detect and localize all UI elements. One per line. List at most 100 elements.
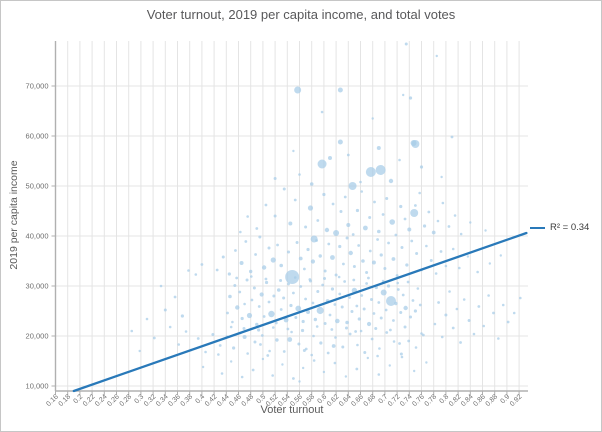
scatter-point bbox=[451, 326, 455, 330]
scatter-point bbox=[338, 292, 342, 296]
scatter-point bbox=[262, 315, 266, 318]
scatter-point bbox=[235, 276, 239, 280]
scatter-point bbox=[330, 287, 335, 291]
scatter-point bbox=[404, 42, 408, 46]
scatter-point bbox=[246, 215, 249, 218]
scatter-point bbox=[482, 324, 486, 328]
scatter-point bbox=[352, 265, 356, 268]
scatter-point bbox=[320, 110, 324, 114]
scatter-point bbox=[316, 219, 320, 222]
scatter-point bbox=[348, 332, 352, 336]
scatter-point bbox=[233, 284, 237, 287]
scatter-point bbox=[327, 242, 331, 246]
scatter-point bbox=[388, 178, 394, 184]
scatter-point bbox=[310, 353, 314, 357]
scatter-point bbox=[377, 229, 381, 234]
scatter-point bbox=[453, 214, 457, 217]
scatter-point bbox=[359, 180, 362, 184]
scatter-point bbox=[227, 272, 231, 276]
scatter-point bbox=[279, 263, 284, 268]
scatter-point bbox=[268, 349, 271, 353]
scatter-point bbox=[246, 312, 253, 319]
scatter-point bbox=[412, 369, 416, 373]
scatter-point bbox=[409, 315, 413, 319]
scatter-point bbox=[375, 165, 386, 175]
scatter-point bbox=[346, 153, 350, 157]
scatter-point bbox=[444, 313, 448, 317]
axes bbox=[54, 41, 528, 392]
x-tick-label: 0.4 bbox=[194, 393, 206, 405]
scatter-point bbox=[343, 195, 347, 199]
scatter-point bbox=[298, 256, 303, 261]
scatter-point bbox=[254, 253, 257, 256]
scatter-point bbox=[394, 233, 398, 237]
scatter-point bbox=[288, 221, 293, 226]
scatter-point bbox=[414, 346, 418, 349]
scatter-point bbox=[317, 159, 327, 169]
scatter-point bbox=[355, 208, 360, 213]
scatter-point bbox=[287, 282, 290, 286]
scatter-point bbox=[340, 305, 344, 309]
scatter-point bbox=[355, 367, 359, 371]
scatter-point bbox=[194, 273, 198, 276]
scatter-point bbox=[300, 328, 305, 333]
scatter-point bbox=[441, 201, 445, 205]
scatter-point bbox=[239, 230, 242, 234]
scatter-point bbox=[458, 266, 461, 270]
scatter-point bbox=[168, 325, 172, 329]
x-tick-label: 0.2 bbox=[72, 393, 84, 405]
scatter-point bbox=[403, 325, 407, 329]
y-tick-label: 40,000 bbox=[26, 232, 49, 241]
scatter-point bbox=[221, 255, 225, 259]
scatter-point bbox=[476, 270, 479, 274]
scatter-point bbox=[341, 345, 345, 349]
scatter-point bbox=[245, 278, 249, 282]
scatter-point bbox=[362, 307, 366, 311]
scatter-point bbox=[217, 353, 220, 356]
scatter-point bbox=[360, 294, 364, 297]
scatter-point bbox=[377, 301, 381, 304]
scatter-point bbox=[293, 198, 297, 202]
scatter-point bbox=[211, 333, 215, 336]
scatter-point bbox=[416, 287, 420, 290]
scatter-point bbox=[398, 342, 401, 345]
scatter-point bbox=[331, 344, 336, 348]
scatter-point bbox=[451, 247, 455, 251]
scatter-point bbox=[270, 257, 276, 263]
scatter-point bbox=[388, 364, 391, 367]
scatter-point bbox=[287, 250, 291, 254]
scatter-point bbox=[345, 320, 349, 325]
scatter-point bbox=[279, 279, 283, 282]
scatter-point bbox=[395, 274, 399, 277]
scatter-point bbox=[281, 363, 284, 366]
scatter-point bbox=[467, 319, 471, 322]
scatter-point bbox=[411, 299, 415, 302]
scatter-point bbox=[398, 158, 401, 162]
scatter-point bbox=[506, 320, 510, 324]
scatter-point bbox=[437, 301, 440, 304]
scatter-point bbox=[328, 313, 332, 317]
scatter-point bbox=[365, 271, 369, 274]
scatter-point bbox=[276, 288, 281, 292]
scatter-point bbox=[351, 233, 355, 236]
scatter-point bbox=[366, 356, 370, 360]
scatter-point bbox=[289, 303, 293, 308]
x-tick-label: 0.8 bbox=[438, 393, 450, 405]
scatter-point bbox=[304, 225, 308, 229]
scatter-point bbox=[255, 322, 259, 327]
scatter-point bbox=[418, 303, 422, 307]
scatter-point bbox=[402, 93, 405, 97]
scatter-point bbox=[381, 213, 385, 216]
scatter-point bbox=[459, 341, 462, 344]
scatter-point bbox=[399, 352, 403, 356]
scatter-point bbox=[386, 284, 391, 288]
y-tick-label: 50,000 bbox=[26, 182, 49, 191]
scatter-point bbox=[268, 310, 275, 318]
scatter-point bbox=[264, 203, 268, 207]
scatter-point bbox=[261, 357, 265, 361]
scatter-point bbox=[244, 240, 248, 243]
scatter-point bbox=[274, 321, 278, 325]
scatter-point bbox=[383, 267, 387, 270]
scatter-point bbox=[497, 337, 500, 340]
